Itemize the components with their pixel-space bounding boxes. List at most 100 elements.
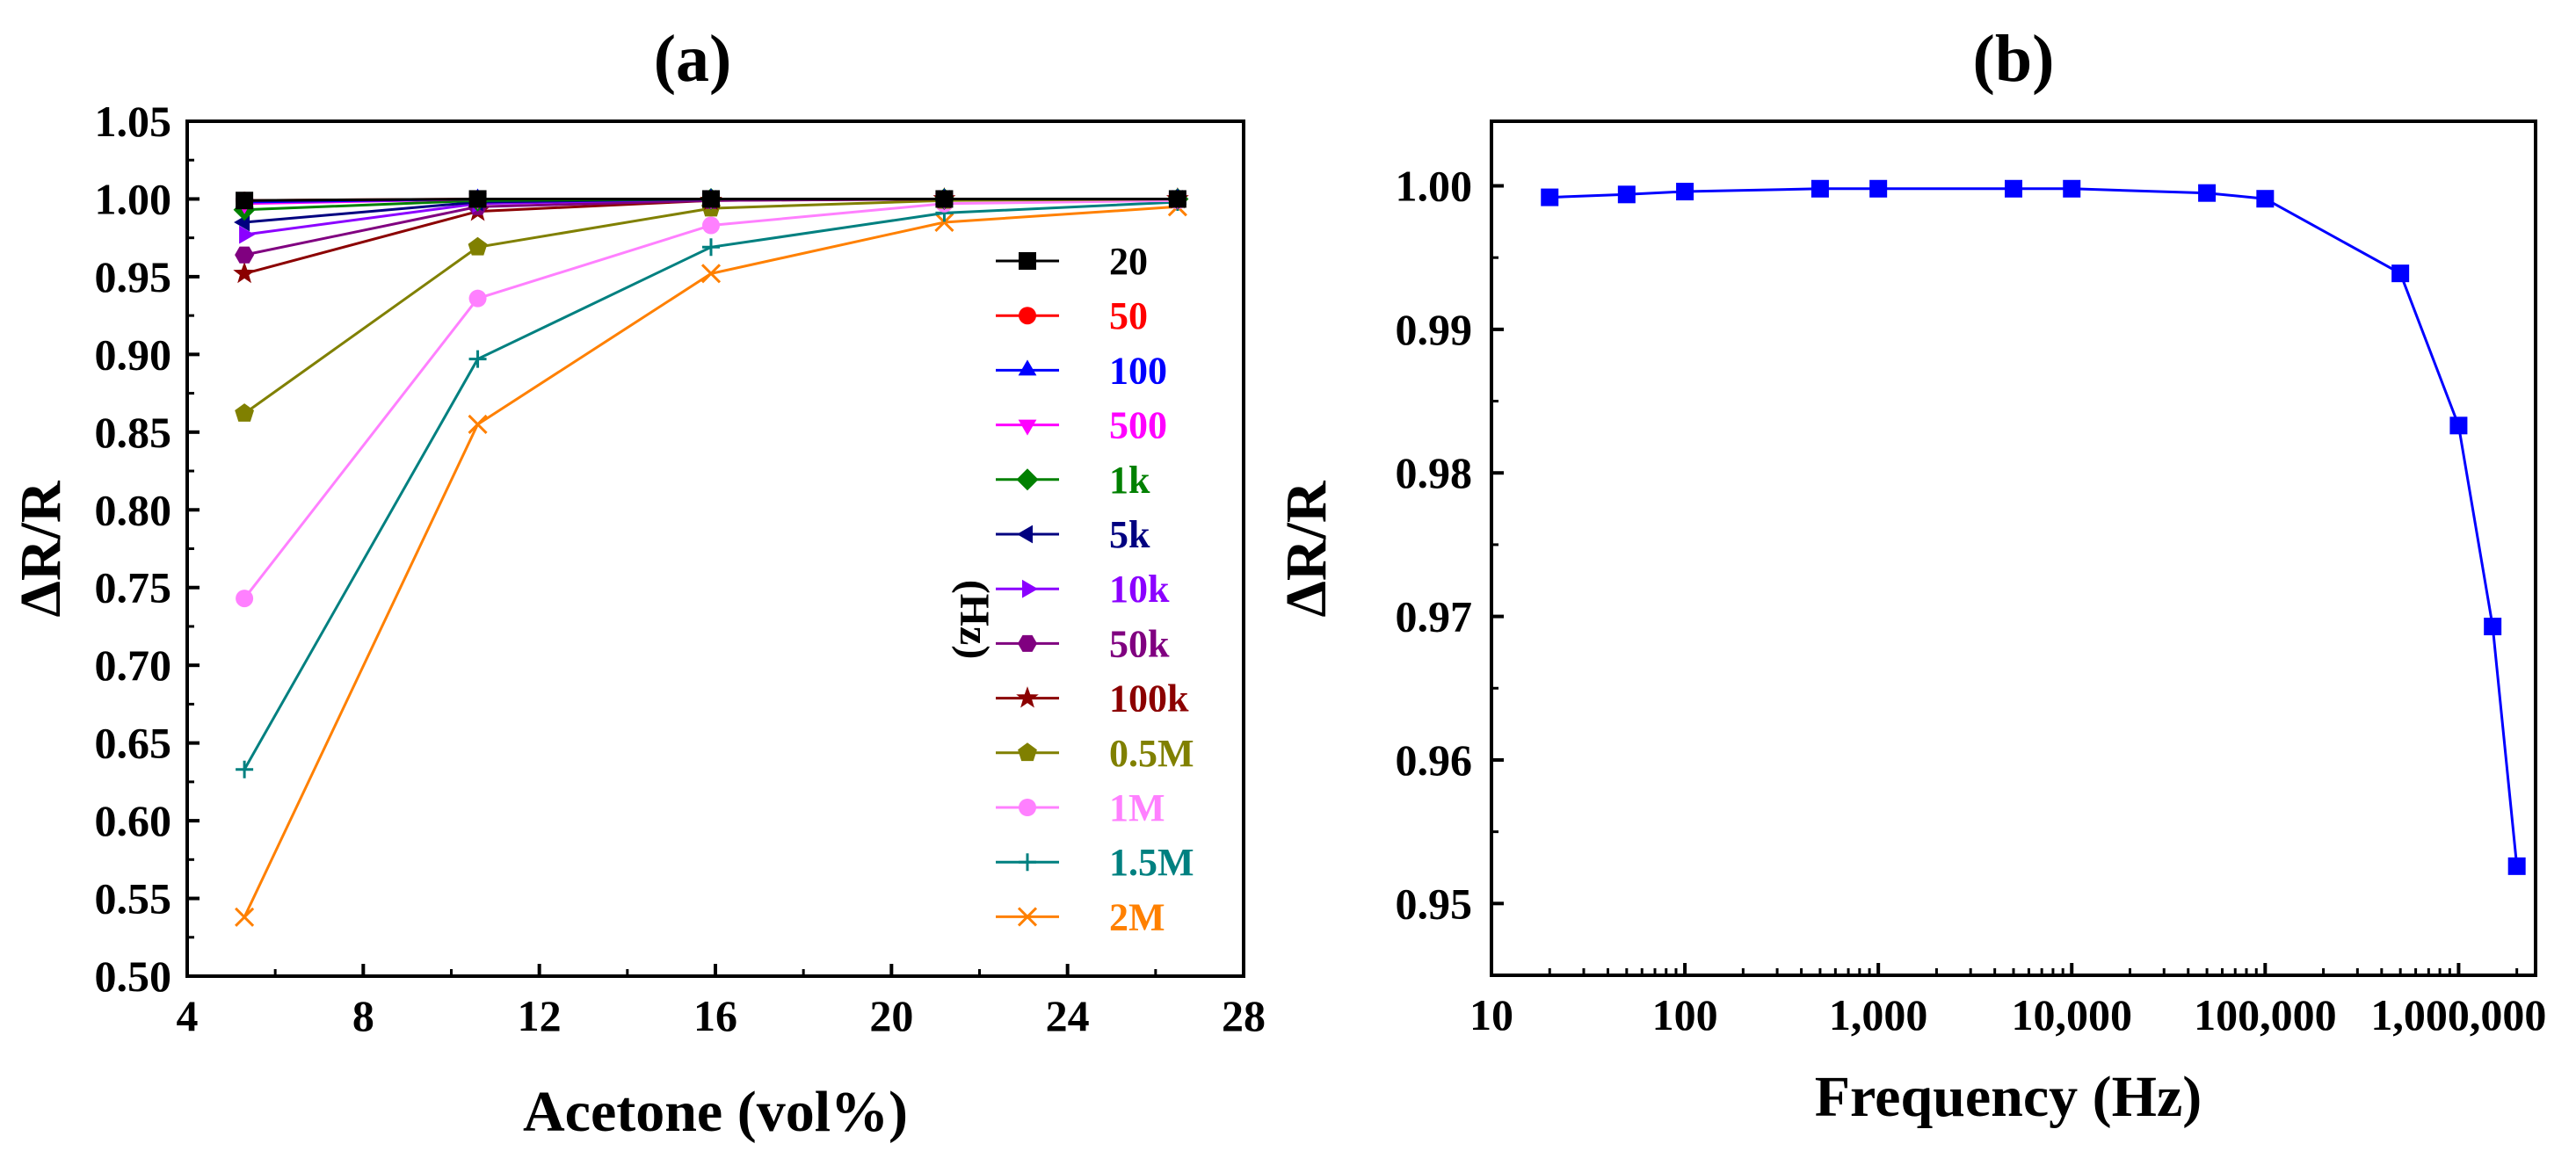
data-point xyxy=(2484,618,2502,636)
legend-label: 1k xyxy=(1109,459,1150,502)
x-tick-label: 1,000,000 xyxy=(2370,990,2546,1039)
legend-label: 10k xyxy=(1109,568,1170,611)
y-tick-label: 0.55 xyxy=(95,874,172,923)
x-tick-label: 100 xyxy=(1652,990,1718,1039)
legend-label: 1.5M xyxy=(1109,841,1194,884)
data-point xyxy=(2256,190,2275,208)
legend-marker xyxy=(1019,252,1036,270)
data-point xyxy=(701,190,720,208)
data-point xyxy=(1810,179,1829,198)
legend-entry-10k: 10k xyxy=(996,568,1170,611)
data-point xyxy=(468,236,488,256)
legend-entry-1k: 1k xyxy=(996,459,1150,502)
data-point xyxy=(1541,188,1559,206)
y-tick-label: 0.75 xyxy=(95,563,172,612)
y-tick-label: 0.95 xyxy=(1396,879,1473,928)
y-tick-label: 0.97 xyxy=(1396,592,1473,641)
x-tick-label: 10,000 xyxy=(2012,990,2133,1039)
legend-marker xyxy=(1016,468,1039,491)
panel-a-y-axis-label: ΔR/R xyxy=(9,480,73,617)
panel-b-y-ticks: 0.95 0.96 0.97 0.98 0.99 1.00 xyxy=(1396,162,1504,928)
legend-entry-5k: 5k xyxy=(996,513,1150,556)
legend-label: 50 xyxy=(1109,294,1148,337)
x-tick-label: 10 xyxy=(1469,990,1513,1039)
legend-marker xyxy=(1019,307,1036,325)
legend-marker xyxy=(1017,525,1033,544)
data-point xyxy=(235,907,255,927)
data-point xyxy=(1617,185,1636,204)
data-point xyxy=(235,246,255,264)
panel-b-series xyxy=(1541,179,2526,875)
panel-a-x-ticks: 4 8 12 16 20 24 28 xyxy=(177,964,1266,1040)
panel-b-title: (b) xyxy=(1973,22,2055,96)
legend-label: 20 xyxy=(1109,240,1148,283)
panel-a-x-axis-label: Acetone (vol%) xyxy=(523,1080,908,1144)
y-tick-label: 0.98 xyxy=(1396,448,1473,497)
legend-entry-50: 50 xyxy=(996,294,1148,337)
legend-entry-100: 100 xyxy=(996,349,1167,392)
data-point xyxy=(2507,857,2526,875)
legend-label: 1M xyxy=(1109,786,1165,829)
data-point xyxy=(935,190,954,208)
panel-a-y-ticks: 0.50 0.55 0.60 0.65 0.70 0.75 0.80 0.85 0.90 0.95… xyxy=(95,97,200,1001)
data-point xyxy=(934,212,954,233)
legend-label: 100 xyxy=(1109,349,1167,392)
panel-a-legend-unit: (Hz) xyxy=(951,580,998,660)
panel-a-title: (a) xyxy=(654,22,732,96)
legend-label: 500 xyxy=(1109,404,1167,447)
y-tick-label: 1.00 xyxy=(95,174,172,223)
panel-a-legend: 20 50 100 500 1k 5k 10k 50k 100k 0.5M 1M 1.5M 2M xyxy=(996,240,1194,938)
data-point xyxy=(468,289,487,308)
data-point xyxy=(468,414,488,435)
series-2M xyxy=(235,197,1187,927)
legend-marker xyxy=(1018,419,1037,436)
legend-entry-50k: 50k xyxy=(996,622,1170,665)
series-20 xyxy=(236,190,1186,210)
data-point xyxy=(236,590,254,608)
legend-marker xyxy=(1018,634,1037,652)
panel-a-plot-frame xyxy=(185,119,1245,978)
legend-entry-500: 500 xyxy=(996,404,1167,447)
legend-entry-2M: 2M xyxy=(996,895,1165,938)
data-point xyxy=(236,760,254,778)
legend-label: 5k xyxy=(1109,513,1150,556)
data-point xyxy=(2005,179,2022,198)
legend-entry-100k: 100k xyxy=(996,677,1189,720)
data-point xyxy=(1676,183,1694,201)
legend-marker xyxy=(1019,853,1036,872)
panel-b-x-axis-label: Frequency (Hz) xyxy=(1815,1065,2202,1129)
y-tick-label: 0.96 xyxy=(1396,735,1473,785)
y-tick-label: 0.60 xyxy=(95,796,172,845)
x-tick-label: 20 xyxy=(869,991,913,1040)
legend-marker xyxy=(1019,799,1036,816)
x-tick-label: 24 xyxy=(1046,991,1090,1040)
legend-label: 50k xyxy=(1109,622,1170,665)
data-point xyxy=(239,225,256,244)
legend-marker xyxy=(1017,907,1038,927)
x-tick-label: 4 xyxy=(177,991,199,1040)
series-line xyxy=(1549,187,2519,866)
legend-entry-0.5M: 0.5M xyxy=(996,732,1194,775)
series-frequency-response xyxy=(1541,179,2526,875)
data-point xyxy=(701,238,720,257)
data-point xyxy=(2198,184,2217,202)
data-point xyxy=(468,350,487,368)
data-point xyxy=(2391,264,2410,283)
y-tick-label: 0.70 xyxy=(95,641,172,690)
panel-b-y-axis-label: ΔR/R xyxy=(1274,480,1339,617)
data-point xyxy=(1168,190,1186,208)
panel-a: (a) 0.50 0.55 0.60 0.65 0.70 0.75 0.80 0.85 0.90… xyxy=(9,22,1266,1144)
y-tick-label: 0.65 xyxy=(95,719,172,768)
data-point xyxy=(1869,179,1888,198)
legend-entry-1M: 1M xyxy=(996,786,1165,829)
panel-a-series xyxy=(233,187,1189,927)
data-point xyxy=(2449,416,2468,435)
y-tick-label: 0.99 xyxy=(1396,305,1473,354)
y-tick-label: 0.50 xyxy=(95,952,172,1001)
series-line xyxy=(243,200,1178,771)
y-tick-label: 1.05 xyxy=(95,97,172,146)
y-tick-label: 0.80 xyxy=(95,485,172,534)
panel-b-x-ticks: 10 100 1,000 10,000 100,000 1,000,000 xyxy=(1469,963,2546,1039)
x-tick-label: 16 xyxy=(693,991,737,1040)
